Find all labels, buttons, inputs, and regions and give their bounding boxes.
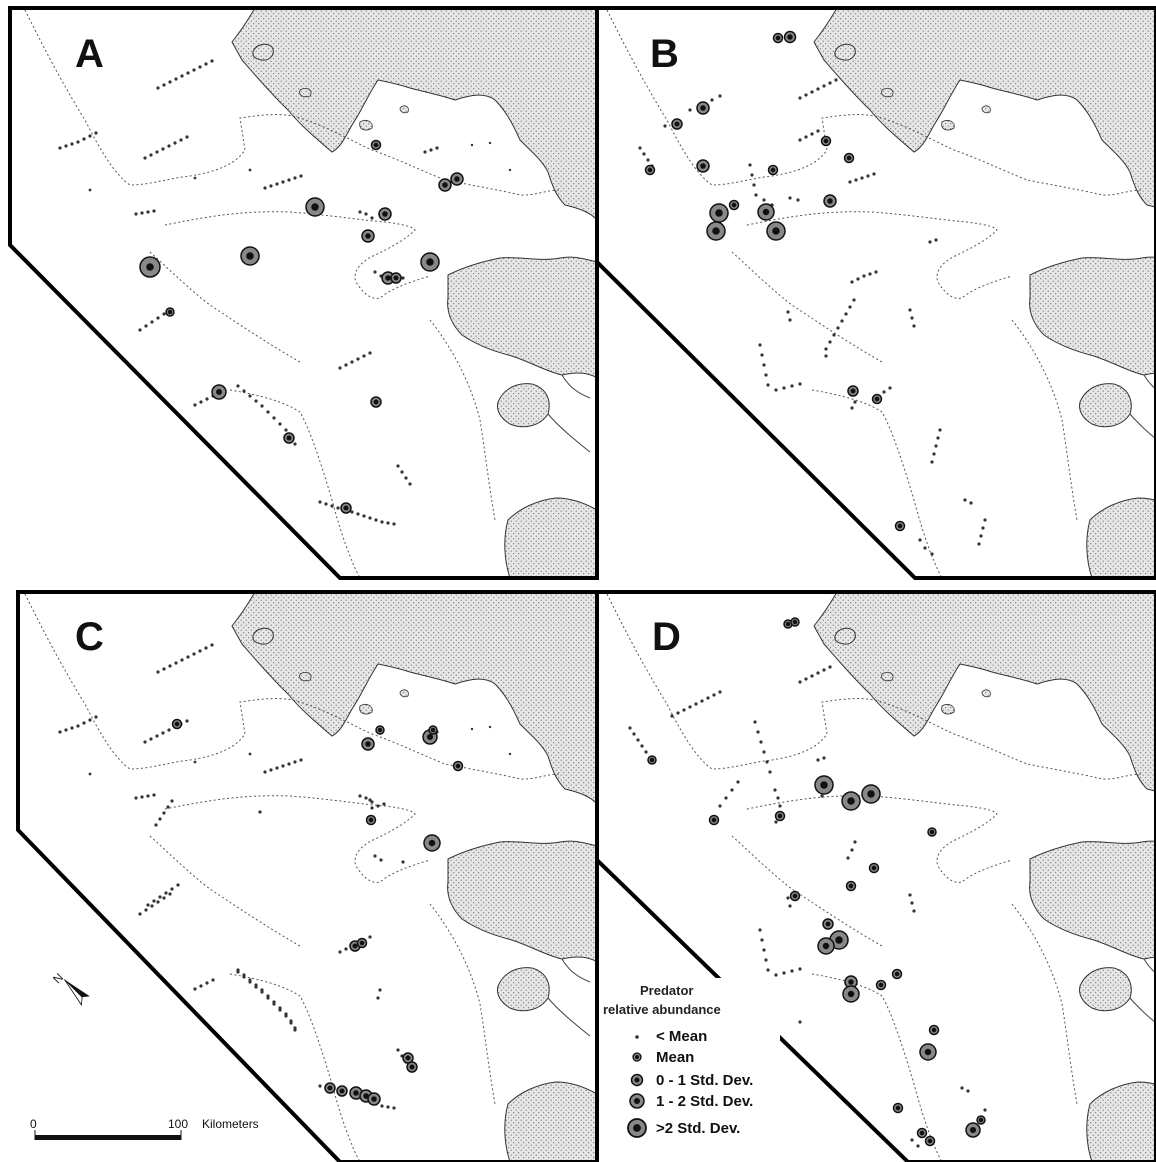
panel-label-c: C [75, 615, 104, 659]
scale-unit-label: Kilometers [202, 1117, 259, 1131]
scale-bar [34, 1130, 182, 1140]
legend-title-line2: relative abundance [603, 1002, 721, 1017]
legend-label-over-2-sd: >2 Std. Dev. [656, 1120, 740, 1137]
legend-symbol-mean [632, 1052, 642, 1062]
legend-symbol-1-2-sd [629, 1093, 645, 1109]
map-panel-d: D [595, 590, 1156, 1162]
scale-start-label: 0 [30, 1117, 37, 1131]
legend-label-0-1-sd: 0 - 1 Std. Dev. [656, 1072, 753, 1089]
legend-symbol-below-mean [635, 1035, 639, 1039]
legend-title-line1: Predator [640, 983, 693, 998]
panel-label-d: D [652, 615, 681, 659]
map-panel-b: B [595, 6, 1156, 580]
map-panel-a: A [8, 6, 599, 580]
legend-label-below-mean: < Mean [656, 1028, 707, 1045]
legend: Predator relative abundance < Mean Mean … [600, 978, 780, 1156]
legend-label-mean: Mean [656, 1049, 694, 1066]
legend-symbol-0-1-sd [630, 1073, 644, 1087]
legend-symbol-over-2-sd [627, 1118, 647, 1138]
panel-label-a: A [75, 32, 104, 76]
panel-label-b: B [650, 32, 679, 76]
legend-label-1-2-sd: 1 - 2 Std. Dev. [656, 1093, 753, 1110]
north-arrow [64, 979, 90, 1007]
north-label: N [50, 970, 66, 986]
scale-end-label: 100 [168, 1117, 188, 1131]
map-panel-c: C N 0 100 Kilometers [16, 590, 599, 1162]
abundance-symbols-a [139, 139, 464, 514]
